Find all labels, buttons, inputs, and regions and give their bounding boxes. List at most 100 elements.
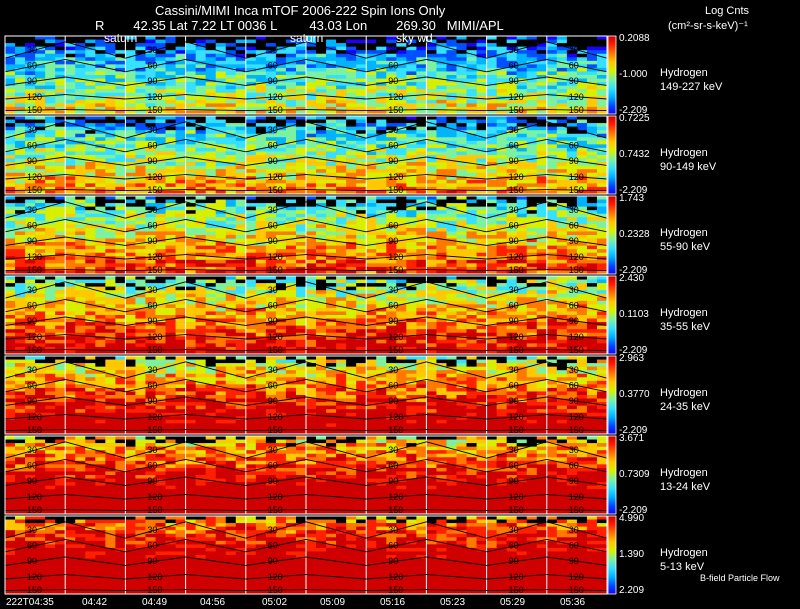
contour-label: 60 — [268, 461, 278, 471]
contour-label: 60 — [569, 301, 579, 311]
contour-label: 60 — [268, 141, 278, 151]
contour-label: 30 — [268, 285, 278, 295]
contour-label: 60 — [509, 61, 519, 71]
contour-label: 120 — [509, 412, 524, 422]
contour-label: 120 — [569, 172, 584, 182]
contour-label: 120 — [268, 572, 283, 582]
contour-label: 60 — [569, 61, 579, 71]
contour-label: 150 — [268, 265, 283, 275]
panel-energy-label: 149-227 keV — [660, 81, 723, 93]
contour-label: 150 — [147, 585, 162, 595]
contour-label: 120 — [569, 492, 584, 502]
contour-label: 30 — [268, 445, 278, 455]
colorbar-mid-label: 0.1103 — [619, 309, 649, 320]
contour-label: 90 — [569, 156, 579, 166]
contour-label: 150 — [388, 585, 403, 595]
contour-label: 90 — [27, 76, 37, 86]
colorbar-mid-label: -1.000 — [619, 69, 648, 80]
panel-energy-label: 24-35 keV — [660, 401, 711, 413]
contour-label: 60 — [268, 541, 278, 551]
contour-label: 30 — [27, 365, 37, 375]
contour-label: 120 — [509, 172, 524, 182]
contour-label: 150 — [509, 265, 524, 275]
heatmap-cells — [5, 356, 608, 435]
contour-label: 150 — [569, 585, 584, 595]
contour-label: 150 — [388, 265, 403, 275]
contour-label: 150 — [27, 505, 42, 515]
contour-label: 150 — [268, 585, 283, 595]
contour-label: 90 — [27, 476, 37, 486]
contour-label: 60 — [268, 61, 278, 71]
contour-label: 120 — [569, 572, 584, 582]
contour-label: 60 — [569, 461, 579, 471]
contour-label: 90 — [509, 476, 519, 486]
contour-label: 120 — [569, 252, 584, 262]
x-tick-label: 05:02 — [262, 597, 288, 608]
spectrogram-panel: 30 60 90 120 150 30 60 90 120 150 30 60 90 120 150 30 60… — [4, 515, 617, 595]
contour-label: 120 — [147, 92, 162, 102]
contour-label: 150 — [509, 505, 524, 515]
contour-label: 90 — [509, 556, 519, 566]
contour-label: 90 — [569, 476, 579, 486]
panel-species-label: Hydrogen — [660, 227, 708, 239]
spectrogram-panel: 30 60 90 120 150 30 60 90 120 150 30 60 90 120 150 30 60… — [4, 355, 617, 435]
contour-label: 120 — [27, 252, 42, 262]
contour-label: 150 — [509, 425, 524, 435]
contour-label: 150 — [268, 505, 283, 515]
contour-label: 30 — [147, 445, 157, 455]
contour-label: 90 — [268, 476, 278, 486]
contour-label: 120 — [268, 172, 283, 182]
contour-label: 120 — [268, 252, 283, 262]
colorbar-min-label: -2.209 — [619, 505, 648, 516]
contour-label: 60 — [509, 381, 519, 391]
contour-label: 30 — [509, 525, 519, 535]
contour-label: 60 — [569, 541, 579, 551]
colorbar-min-label: -2.209 — [619, 265, 648, 276]
contour-label: 150 — [27, 585, 42, 595]
contour-label: 30 — [147, 285, 157, 295]
contour-label: 150 — [27, 265, 42, 275]
contour-label: 30 — [27, 125, 37, 135]
contour-label: 120 — [27, 172, 42, 182]
contour-label: 150 — [147, 505, 162, 515]
contour-label: 60 — [569, 221, 579, 231]
spectrogram-panel: 30 60 90 120 150 30 60 90 120 150 30 60 90 120 150 30 60… — [4, 195, 617, 275]
contour-label: 120 — [569, 332, 584, 342]
contour-label: 150 — [147, 185, 162, 195]
contour-label: 60 — [268, 221, 278, 231]
colorbar-max-label: 4.990 — [619, 513, 645, 524]
contour-label: 90 — [268, 556, 278, 566]
contour-label: 30 — [509, 205, 519, 215]
contour-label: 60 — [388, 381, 398, 391]
contour-label: 60 — [27, 461, 37, 471]
contour-label: 150 — [509, 185, 524, 195]
contour-label: 30 — [509, 45, 519, 55]
contour-label: 30 — [388, 45, 398, 55]
contour-label: 60 — [388, 301, 398, 311]
contour-label: 120 — [27, 92, 42, 102]
contour-label: 30 — [27, 525, 37, 535]
colorbar-max-label: 2.430 — [619, 273, 645, 284]
contour-label: 30 — [388, 445, 398, 455]
x-tick-label: 04:49 — [142, 597, 168, 608]
colorbar — [607, 275, 617, 355]
contour-label: 90 — [569, 76, 579, 86]
contour-label: 120 — [388, 92, 403, 102]
contour-label: 120 — [268, 492, 283, 502]
contour-label: 30 — [268, 45, 278, 55]
contour-label: 30 — [509, 365, 519, 375]
contour-label: 60 — [147, 61, 157, 71]
contour-label: 150 — [268, 105, 283, 115]
contour-label: 30 — [509, 125, 519, 135]
contour-label: 150 — [509, 105, 524, 115]
contour-label: 120 — [388, 412, 403, 422]
x-tick-label: 05:16 — [380, 597, 406, 608]
colorbar-max-label: 2.963 — [619, 353, 645, 364]
contour-label: 30 — [268, 205, 278, 215]
panel-species-label: Hydrogen — [660, 467, 708, 479]
panel-energy-label: 55-90 keV — [660, 241, 711, 253]
contour-label: 120 — [509, 572, 524, 582]
contour-label: 30 — [388, 205, 398, 215]
contour-label: 60 — [27, 61, 37, 71]
contour-label: 30 — [147, 45, 157, 55]
